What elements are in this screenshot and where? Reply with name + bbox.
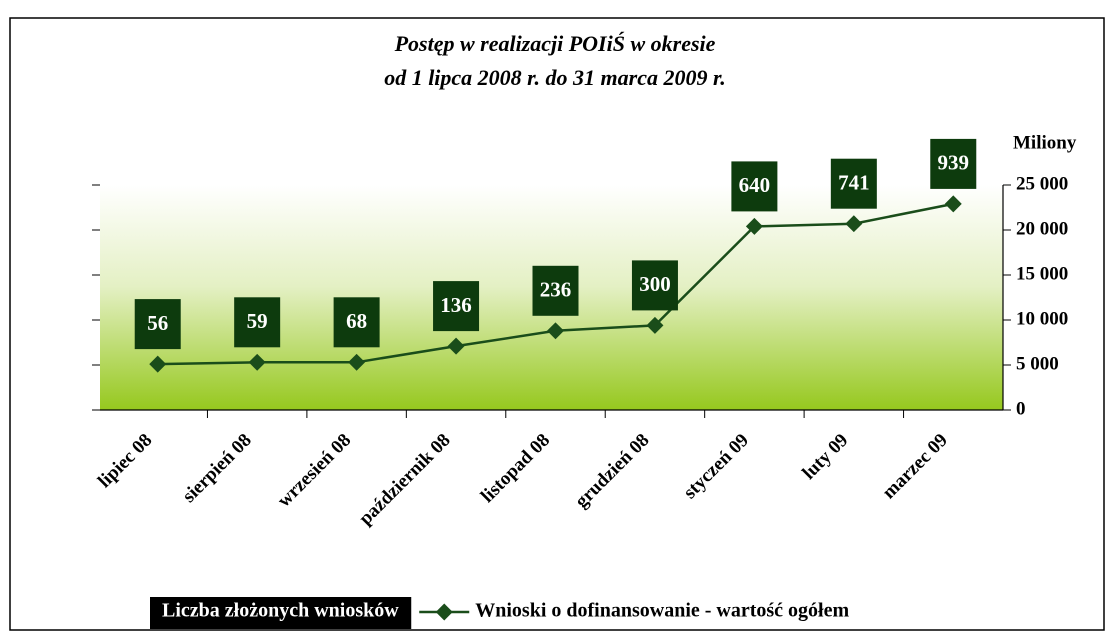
marker: [248, 353, 266, 371]
y-tick-label: 10 000: [1016, 308, 1068, 329]
data-label: 236: [540, 278, 572, 302]
data-label: 59: [247, 309, 268, 333]
data-label-box: [631, 260, 678, 311]
data-label-box: [731, 161, 778, 212]
data-label: 56: [147, 311, 168, 335]
data-label-box: [333, 297, 380, 348]
data-label: 68: [346, 309, 367, 333]
legend-label: Liczba złożonych wniosków: [162, 600, 399, 622]
y-tick-label: 15 000: [1016, 263, 1068, 284]
data-label-box: [930, 138, 977, 189]
data-label-box: [830, 158, 877, 209]
y-tick-label: 5 000: [1016, 353, 1059, 374]
chart-title: od 1 lipca 2008 r. do 31 marca 2009 r.: [384, 65, 726, 90]
data-label: 640: [739, 173, 771, 197]
data-label-box: [234, 297, 281, 348]
marker: [447, 337, 465, 355]
data-label: 741: [838, 171, 870, 195]
marker: [646, 316, 664, 334]
y-tick-label: 20 000: [1016, 218, 1068, 239]
data-label-box: [134, 299, 181, 350]
data-label: 939: [938, 151, 970, 175]
data-label: 300: [639, 272, 671, 296]
legend-label: Wnioski o dofinansowanie - wartość ogółe…: [475, 600, 849, 622]
y-axis-label: Miliony: [1013, 132, 1077, 153]
marker: [745, 217, 763, 235]
data-label-box: [532, 265, 579, 316]
data-label-box: [433, 281, 480, 332]
chart-title: Postęp w realizacji POIiŚ w okresie: [394, 31, 716, 56]
y-tick-label: 0: [1016, 398, 1026, 419]
y-tick-label: 25 000: [1016, 173, 1068, 194]
data-label: 136: [440, 293, 472, 317]
legend-swatch: [150, 597, 412, 629]
marker: [845, 215, 863, 233]
marker: [149, 355, 167, 373]
marker: [547, 322, 564, 340]
marker: [944, 195, 962, 213]
marker: [348, 353, 366, 371]
legend-marker: [435, 603, 453, 621]
